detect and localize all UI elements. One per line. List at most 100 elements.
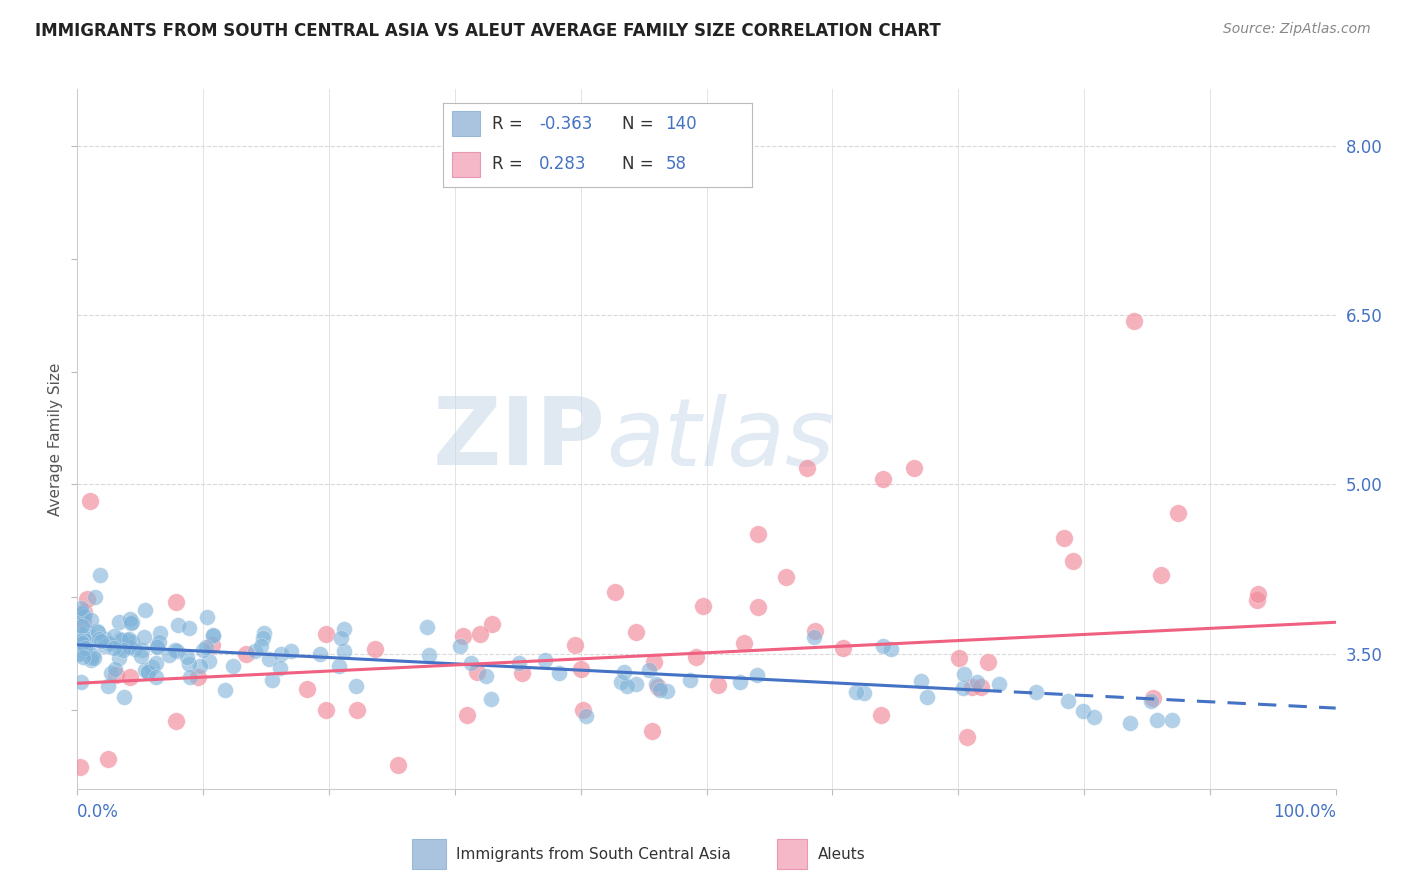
Point [120, 640, 142, 655]
Point [120, 669, 142, 683]
Text: Aleuts: Aleuts [817, 847, 865, 862]
Point [222, 658, 245, 673]
Point [201, 638, 224, 652]
Point [474, 669, 496, 683]
Point [344, 679, 367, 693]
Point [136, 665, 159, 679]
Point [257, 651, 280, 665]
Point [953, 667, 976, 681]
Point [610, 675, 633, 690]
Point [747, 527, 769, 541]
Point [253, 625, 276, 640]
Point [465, 665, 488, 679]
Bar [453, 152, 479, 178]
Point [195, 640, 218, 654]
Point [112, 690, 135, 705]
Text: N =: N = [623, 115, 659, 133]
Point [1161, 713, 1184, 727]
Point [747, 599, 769, 614]
Point [329, 631, 352, 645]
Point [1146, 713, 1168, 727]
Text: -0.363: -0.363 [538, 115, 592, 133]
Point [70, 634, 93, 648]
Point [872, 472, 894, 486]
Point [613, 665, 636, 680]
Point [100, 665, 122, 680]
Point [198, 654, 221, 668]
Point [73, 605, 96, 619]
Text: Source: ZipAtlas.com: Source: ZipAtlas.com [1223, 22, 1371, 37]
Point [76, 592, 98, 607]
Text: Immigrants from South Central Asia: Immigrants from South Central Asia [456, 847, 731, 862]
Point [146, 639, 169, 653]
Point [132, 630, 155, 644]
Point [70, 627, 93, 641]
Point [1052, 531, 1074, 545]
Point [97, 679, 120, 693]
Point [145, 670, 167, 684]
Point [988, 677, 1011, 691]
Point [89, 567, 111, 582]
Point [647, 680, 669, 694]
Point [915, 690, 938, 704]
Point [134, 664, 156, 678]
Point [108, 632, 131, 647]
Text: 0.283: 0.283 [538, 155, 586, 173]
Point [569, 662, 592, 676]
Text: IMMIGRANTS FROM SOUTH CENTRAL ASIA VS ALEUT AVERAGE FAMILY SIZE CORRELATION CHAR: IMMIGRANTS FROM SOUTH CENTRAL ASIA VS AL… [35, 22, 941, 40]
Point [707, 678, 730, 692]
Point [111, 643, 134, 657]
Point [80, 613, 103, 627]
Point [309, 647, 332, 661]
Point [252, 631, 274, 645]
Point [418, 648, 440, 662]
Point [72, 649, 94, 664]
Point [269, 661, 291, 675]
Point [571, 702, 593, 716]
Point [796, 460, 818, 475]
Point [76, 625, 98, 640]
Point [131, 643, 153, 657]
Point [872, 639, 894, 653]
Point [747, 668, 769, 682]
Point [479, 692, 502, 706]
Point [187, 670, 209, 684]
Point [775, 570, 797, 584]
Point [364, 642, 387, 657]
Point [1062, 554, 1084, 568]
Point [645, 677, 668, 691]
Point [117, 639, 139, 653]
Point [134, 603, 156, 617]
Point [67, 618, 90, 632]
Point [190, 659, 212, 673]
Point [179, 670, 201, 684]
Point [534, 653, 557, 667]
Point [803, 631, 825, 645]
Point [1083, 710, 1105, 724]
Point [1150, 567, 1173, 582]
Bar [778, 839, 807, 869]
Point [166, 618, 188, 632]
Point [138, 665, 160, 680]
Point [387, 757, 409, 772]
Point [1057, 694, 1080, 708]
Point [77, 633, 100, 648]
Point [449, 639, 471, 653]
Point [72, 607, 94, 621]
Point [564, 638, 586, 652]
Point [657, 683, 679, 698]
Point [214, 682, 236, 697]
Point [1142, 691, 1164, 706]
Point [1247, 587, 1270, 601]
Text: 0.0%: 0.0% [77, 803, 120, 821]
Point [960, 680, 983, 694]
Point [270, 648, 292, 662]
Point [616, 679, 638, 693]
Point [157, 648, 180, 662]
Point [1118, 715, 1140, 730]
Point [1167, 506, 1189, 520]
Point [108, 641, 131, 656]
Point [548, 666, 571, 681]
Point [108, 650, 131, 665]
Point [94, 632, 117, 647]
